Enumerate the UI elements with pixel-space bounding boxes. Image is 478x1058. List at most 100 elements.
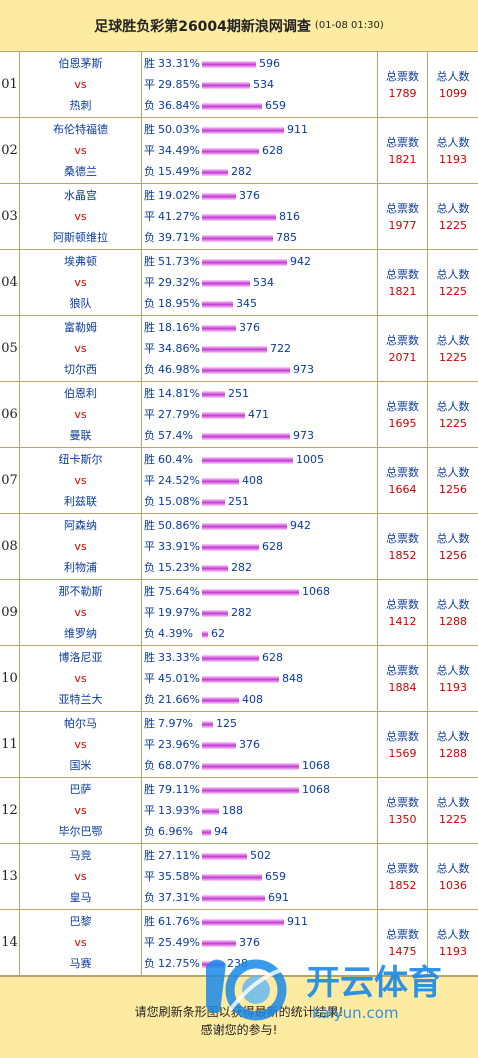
total-votes-cell: 总票数 1412 — [378, 580, 428, 645]
win-percent: 18.16% — [158, 321, 200, 334]
page-header: 足球胜负彩第26004期新浪网调查 (01-08 01:30) — [0, 0, 478, 52]
draw-line: 平 34.86% 722 — [144, 342, 291, 356]
page-title: 足球胜负彩第26004期新浪网调查 — [94, 18, 311, 35]
draw-label: 平 — [144, 342, 155, 355]
home-team: 布伦特福德 — [53, 123, 108, 136]
loss-line: 负 46.98% 973 — [144, 363, 314, 377]
total-people-label: 总人数 — [436, 730, 470, 743]
win-votes: 376 — [239, 321, 260, 334]
home-team: 马竞 — [69, 849, 92, 862]
win-bar — [202, 258, 287, 266]
loss-bar — [202, 300, 233, 308]
total-votes-cell: 总票数 1350 — [378, 778, 428, 843]
win-votes: 1068 — [302, 585, 330, 598]
draw-label: 平 — [144, 408, 155, 421]
vs-label: vs — [74, 870, 87, 883]
total-people-value: 1256 — [439, 549, 467, 562]
total-votes-value: 1695 — [388, 417, 417, 430]
vs-label: vs — [74, 342, 87, 355]
win-bar — [202, 852, 247, 860]
win-percent: 33.31% — [158, 57, 200, 70]
loss-votes: 62 — [211, 627, 225, 640]
win-label: 胜 — [144, 849, 155, 862]
draw-bar — [202, 345, 267, 353]
win-votes: 251 — [228, 387, 249, 400]
draw-line: 平 19.97% 282 — [144, 606, 252, 620]
match-row: 05 富勒姆 vs 切尔西 胜 18.16% 376 平 34.86% 722 负 46.98% 973… — [0, 316, 478, 382]
win-percent: 60.4% — [158, 453, 193, 466]
total-people-cell: 总人数 1225 — [428, 778, 478, 843]
loss-percent: 57.4% — [158, 429, 193, 442]
draw-votes: 722 — [270, 342, 291, 355]
away-team: 国米 — [69, 759, 92, 772]
draw-bar — [202, 543, 259, 551]
total-votes-cell: 总票数 1821 — [378, 250, 428, 315]
total-people-value: 1225 — [439, 813, 467, 826]
draw-votes: 376 — [239, 738, 260, 751]
win-label: 胜 — [144, 57, 155, 70]
vote-stats: 胜 50.03% 911 平 34.49% 628 负 15.49% 282 — [142, 118, 378, 183]
win-bar — [202, 654, 259, 662]
match-teams: 帕尔马 vs 国米 — [20, 712, 142, 777]
home-team: 巴萨 — [69, 783, 92, 796]
total-people-value: 1036 — [439, 879, 467, 892]
away-team: 亚特兰大 — [58, 693, 103, 706]
loss-line: 负 4.39% 62 — [144, 627, 225, 641]
vote-stats: 胜 19.02% 376 平 41.27% 816 负 39.71% 785 — [142, 184, 378, 249]
match-row: 12 巴萨 vs 毕尔巴鄂 胜 79.11% 1068 平 13.93% 188 负 6.96% 94 总… — [0, 778, 478, 844]
loss-bar — [202, 102, 262, 110]
loss-votes: 408 — [242, 693, 263, 706]
total-people-cell: 总人数 1193 — [428, 646, 478, 711]
loss-line: 负 57.4% 973 — [144, 429, 314, 443]
away-team: 利兹联 — [64, 495, 97, 508]
total-people-cell: 总人数 1256 — [428, 514, 478, 579]
match-teams: 水晶宫 vs 阿斯顿维拉 — [20, 184, 142, 249]
draw-bar — [202, 279, 250, 287]
total-votes-cell: 总票数 1852 — [378, 844, 428, 909]
away-team: 利物浦 — [64, 561, 97, 574]
draw-percent: 29.32% — [158, 276, 200, 289]
draw-votes: 816 — [279, 210, 300, 223]
total-people-cell: 总人数 1193 — [428, 910, 478, 975]
vs-label: vs — [74, 672, 87, 685]
away-team: 阿斯顿维拉 — [53, 231, 108, 244]
away-team: 桑德兰 — [64, 165, 97, 178]
match-teams: 纽卡斯尔 vs 利兹联 — [20, 448, 142, 513]
win-votes: 125 — [216, 717, 237, 730]
home-team: 伯恩茅斯 — [58, 57, 103, 70]
loss-votes: 973 — [293, 429, 314, 442]
draw-label: 平 — [144, 672, 155, 685]
draw-votes: 471 — [248, 408, 269, 421]
match-number: 02 — [0, 118, 20, 183]
draw-line: 平 41.27% 816 — [144, 210, 300, 224]
match-teams: 阿森纳 vs 利物浦 — [20, 514, 142, 579]
loss-label: 负 — [144, 363, 155, 376]
total-people-cell: 总人数 1288 — [428, 580, 478, 645]
loss-votes: 973 — [293, 363, 314, 376]
total-votes-label: 总票数 — [386, 532, 419, 545]
draw-percent: 33.91% — [158, 540, 200, 553]
win-line: 胜 50.03% 911 — [144, 123, 308, 137]
win-bar — [202, 786, 299, 794]
win-votes: 942 — [290, 519, 311, 532]
total-votes-label: 总票数 — [386, 136, 419, 149]
vote-stats: 胜 18.16% 376 平 34.86% 722 负 46.98% 973 — [142, 316, 378, 381]
win-label: 胜 — [144, 123, 155, 136]
home-team: 埃弗顿 — [64, 255, 97, 268]
draw-label: 平 — [144, 804, 155, 817]
loss-percent: 18.95% — [158, 297, 200, 310]
draw-bar — [202, 477, 239, 485]
survey-datetime: (01-08 01:30) — [314, 20, 384, 31]
loss-bar — [202, 498, 225, 506]
total-votes-label: 总票数 — [386, 928, 419, 941]
loss-percent: 15.08% — [158, 495, 200, 508]
home-team: 那不勒斯 — [58, 585, 103, 598]
draw-line: 平 29.85% 534 — [144, 78, 274, 92]
total-people-value: 1256 — [439, 483, 467, 496]
total-votes-value: 1821 — [388, 285, 417, 298]
vs-label: vs — [74, 144, 87, 157]
total-people-value: 1225 — [439, 417, 467, 430]
vs-label: vs — [74, 606, 87, 619]
vote-stats: 胜 7.97% 125 平 23.96% 376 负 68.07% 1068 — [142, 712, 378, 777]
match-teams: 伯恩茅斯 vs 热刺 — [20, 52, 142, 117]
